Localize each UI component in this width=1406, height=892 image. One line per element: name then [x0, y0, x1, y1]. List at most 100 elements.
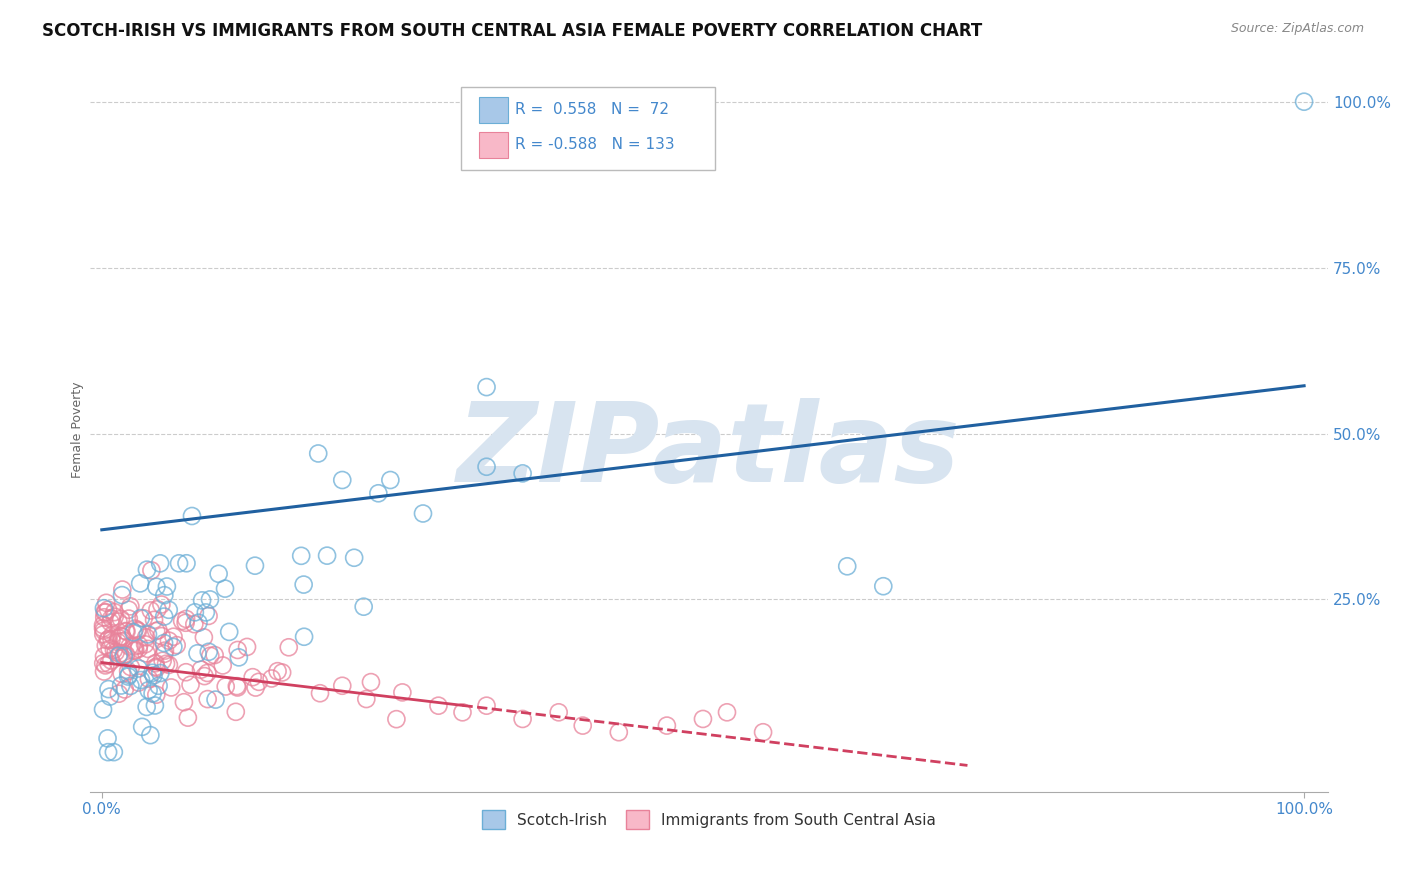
Point	[103, 605, 125, 619]
Point	[100, 611, 122, 625]
Point	[174, 615, 197, 630]
Point	[153, 588, 176, 602]
Point	[211, 658, 233, 673]
Point	[153, 643, 176, 657]
Point	[198, 592, 221, 607]
Point	[412, 507, 434, 521]
Point	[204, 692, 226, 706]
Point	[247, 674, 270, 689]
Point	[129, 611, 152, 625]
Point	[655, 718, 678, 732]
Text: Source: ZipAtlas.com: Source: ZipAtlas.com	[1230, 22, 1364, 36]
Point	[716, 706, 738, 720]
Point	[167, 557, 190, 571]
Point	[214, 582, 236, 596]
Point	[135, 631, 157, 645]
Point	[571, 718, 593, 732]
Point	[200, 648, 222, 663]
Point	[91, 618, 114, 632]
Point	[100, 615, 122, 630]
Point	[97, 632, 120, 646]
Point	[266, 664, 288, 678]
Point	[191, 593, 214, 607]
Point	[207, 566, 229, 581]
Point	[139, 728, 162, 742]
Point	[115, 624, 138, 639]
Point	[152, 654, 174, 668]
Point	[96, 596, 118, 610]
Point	[141, 665, 163, 680]
FancyBboxPatch shape	[478, 97, 509, 123]
Point	[157, 633, 180, 648]
Point	[117, 664, 139, 678]
Point	[107, 648, 129, 663]
Point	[475, 459, 498, 474]
Point	[128, 675, 150, 690]
Legend: Scotch-Irish, Immigrants from South Central Asia: Scotch-Irish, Immigrants from South Cent…	[477, 804, 942, 835]
Point	[96, 731, 118, 746]
Point	[145, 657, 167, 671]
Point	[475, 698, 498, 713]
Point	[93, 610, 115, 624]
Point	[180, 678, 202, 692]
Point	[128, 638, 150, 652]
Point	[142, 668, 165, 682]
Point	[112, 633, 135, 648]
Point	[292, 577, 315, 591]
Point	[451, 706, 474, 720]
Point	[97, 657, 120, 671]
Point	[204, 648, 226, 662]
Point	[127, 623, 149, 637]
Point	[343, 550, 366, 565]
Point	[162, 630, 184, 644]
Point	[131, 720, 153, 734]
Point	[512, 467, 534, 481]
Point	[114, 624, 136, 638]
Point	[160, 681, 183, 695]
Point	[157, 603, 180, 617]
Point	[193, 669, 215, 683]
Point	[162, 640, 184, 654]
Point	[110, 634, 132, 648]
Point	[607, 725, 630, 739]
Point	[100, 654, 122, 668]
Text: R =  0.558   N =  72: R = 0.558 N = 72	[515, 103, 668, 118]
Point	[97, 633, 120, 648]
Point	[309, 686, 332, 700]
Point	[93, 624, 115, 638]
Point	[94, 605, 117, 619]
Point	[138, 672, 160, 686]
Point	[150, 629, 173, 643]
Point	[91, 657, 114, 671]
Point	[112, 648, 135, 663]
Point	[177, 711, 200, 725]
Point	[129, 576, 152, 591]
Point	[271, 665, 294, 680]
Point	[186, 646, 208, 660]
Point	[353, 599, 375, 614]
Point	[91, 621, 114, 635]
Point	[197, 645, 219, 659]
FancyBboxPatch shape	[478, 132, 509, 158]
Point	[120, 599, 142, 614]
Point	[111, 582, 134, 597]
Point	[145, 661, 167, 675]
Point	[107, 615, 129, 629]
Point	[101, 628, 124, 642]
Point	[93, 601, 115, 615]
Point	[129, 673, 152, 687]
Point	[330, 679, 353, 693]
Point	[292, 630, 315, 644]
Point	[243, 558, 266, 573]
Point	[225, 705, 247, 719]
Point	[134, 637, 156, 651]
Point	[138, 683, 160, 698]
Point	[146, 602, 169, 616]
Point	[118, 603, 141, 617]
Point	[157, 657, 180, 672]
Point	[149, 557, 172, 571]
Point	[193, 630, 215, 644]
Point	[145, 624, 167, 638]
Point	[115, 648, 138, 662]
Point	[360, 675, 382, 690]
